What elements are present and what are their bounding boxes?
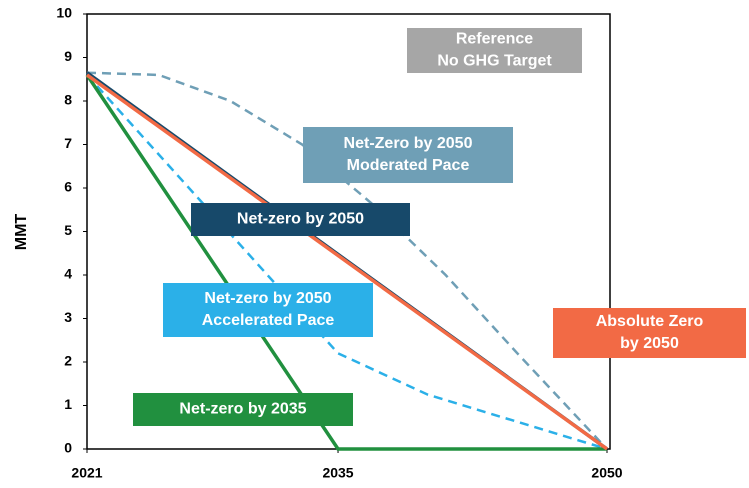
label-box <box>303 127 513 183</box>
y-axis-label: MMT <box>13 214 30 251</box>
series-line <box>85 73 607 451</box>
y-tick-label: 10 <box>56 5 72 21</box>
y-tick-label: 6 <box>64 179 72 195</box>
y-tick-label: 0 <box>64 440 72 456</box>
label-text: No GHG Target <box>437 53 552 70</box>
label-text: Net-zero by 2050 <box>237 211 364 228</box>
x-tick-label: 2021 <box>71 465 102 481</box>
series-line <box>86 71 608 450</box>
y-tick-label: 2 <box>64 353 72 369</box>
y-tick-label: 4 <box>64 266 72 282</box>
label-box <box>133 393 353 426</box>
label-text: Absolute Zero <box>596 313 704 330</box>
y-tick-label: 5 <box>64 222 72 238</box>
label-text: Reference <box>456 31 533 48</box>
series-line <box>85 73 609 451</box>
label-text: Net-zero by 2050 <box>204 290 331 307</box>
y-tick-label: 1 <box>64 396 72 412</box>
y-tick-label: 8 <box>64 92 72 108</box>
label-box <box>407 28 582 73</box>
y-tick-label: 7 <box>64 135 72 151</box>
y-tick-label: 9 <box>64 48 72 64</box>
label-text: Moderated Pace <box>347 157 470 174</box>
x-tick-label: 2050 <box>591 465 622 481</box>
label-box <box>553 308 746 358</box>
y-tick-label: 3 <box>64 309 72 325</box>
label-text: by 2050 <box>620 335 679 352</box>
label-text: Net-Zero by 2050 <box>344 135 473 152</box>
label-box <box>191 203 410 236</box>
x-tick-label: 2035 <box>322 465 353 481</box>
label-text: Net-zero by 2035 <box>179 401 306 418</box>
label-box <box>163 283 373 337</box>
label-text: Accelerated Pace <box>202 312 335 329</box>
